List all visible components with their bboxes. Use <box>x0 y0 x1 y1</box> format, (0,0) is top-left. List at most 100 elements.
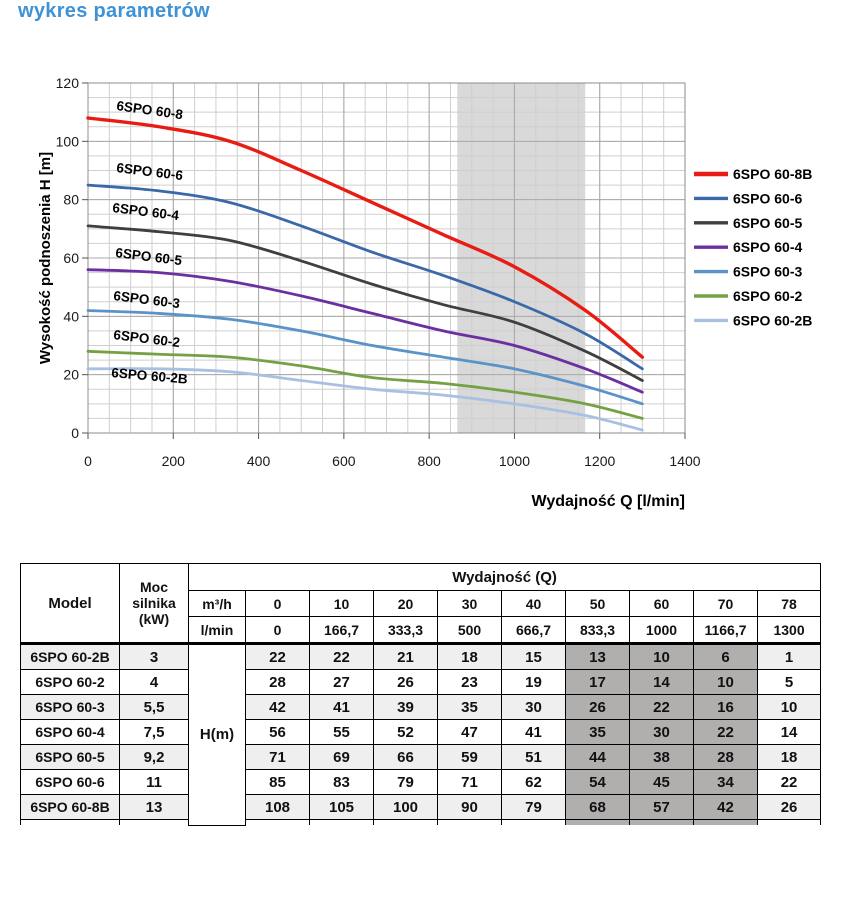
head-value-cell: 47 <box>437 719 502 745</box>
unit-m3h: m³/h <box>188 590 246 617</box>
parameters-table: Model Moc silnika (kW) Wydajność (Q) m³/h 0 1… <box>20 563 822 826</box>
head-value-cell: 105 <box>309 794 374 820</box>
model-cell: 6SPO 60-8B <box>20 794 120 820</box>
flow-m3h-value: 70 <box>693 590 758 617</box>
x-tick-label: 1400 <box>669 453 700 469</box>
head-value-cell: 55 <box>309 719 374 745</box>
curve-6spo-60-2 <box>86 349 644 420</box>
y-tick-label: 40 <box>63 308 79 324</box>
legend-item: 6SPO 60-4 <box>694 239 802 255</box>
y-tick-label: 100 <box>56 133 80 149</box>
flow-lmin-value: 0 <box>245 616 310 645</box>
y-tick-label: 80 <box>63 192 79 208</box>
flow-m3h-value: 50 <box>565 590 630 617</box>
x-tick-label: 400 <box>247 453 271 469</box>
head-value-cell: 22 <box>756 769 822 795</box>
model-cell <box>20 819 120 825</box>
head-value-cell: 18 <box>756 744 822 770</box>
model-cell: 6SPO 60-2B <box>20 643 120 670</box>
head-value-cell: 71 <box>437 769 502 795</box>
flow-m3h-value: 0 <box>245 590 310 617</box>
head-value-cell: 35 <box>565 719 630 745</box>
head-value-cell <box>373 819 438 825</box>
model-cell: 6SPO 60-6 <box>20 769 120 795</box>
head-value-cell: 85 <box>245 769 310 795</box>
head-value-cell: 26 <box>565 694 630 720</box>
head-value-cell: 30 <box>501 694 566 720</box>
legend-item: 6SPO 60-5 <box>694 215 802 231</box>
table-row: 6SPO 60-3 5,5 42 41 39 35 30 26 22 16 10 <box>20 694 822 720</box>
x-axis-title: Wydajność Q [l/min] <box>532 493 686 510</box>
legend-item: 6SPO 60-8B <box>694 166 812 182</box>
head-value-cell: 17 <box>565 669 630 695</box>
x-tick-label: 0 <box>84 453 92 469</box>
curve-6spo-60-8b <box>86 116 645 359</box>
flow-m3h-value: 30 <box>437 590 502 617</box>
head-value-cell: 51 <box>501 744 566 770</box>
table-row-cutoff <box>20 819 822 825</box>
flow-m3h-value: 78 <box>756 590 822 617</box>
head-value-cell: 13 <box>565 643 630 670</box>
table-row: 6SPO 60-2B 3 H(m) 22 22 21 18 15 13 10 6 1 <box>20 643 822 826</box>
model-cell: 6SPO 60-4 <box>20 719 120 745</box>
flow-m3h-value: 60 <box>629 590 694 617</box>
head-value-cell <box>629 819 694 825</box>
curve-6spo-60-4 <box>86 268 644 394</box>
table-row: 6SPO 60-8B 13 108 105 100 90 79 68 57 42 26 <box>20 794 822 820</box>
y-tick-label: 60 <box>63 250 79 266</box>
head-value-cell: 30 <box>629 719 694 745</box>
x-tick-label: 1000 <box>499 453 530 469</box>
unit-lmin: l/min <box>188 616 246 645</box>
curve-6spo-60-5 <box>86 224 644 382</box>
head-value-cell: 22 <box>309 643 374 670</box>
head-value-cell: 52 <box>373 719 438 745</box>
head-value-cell: 14 <box>756 719 822 745</box>
legend-label: 6SPO 60-4 <box>733 239 802 255</box>
head-value-cell: 38 <box>629 744 694 770</box>
model-cell: 6SPO 60-2 <box>20 669 120 695</box>
head-value-cell: 69 <box>309 744 374 770</box>
power-cell: 7,5 <box>119 719 189 745</box>
curve-label: 6SPO 60-3 <box>113 288 182 311</box>
flow-lmin-value: 1166,7 <box>693 616 758 645</box>
model-cell: 6SPO 60-3 <box>20 694 120 720</box>
head-value-cell: 41 <box>501 719 566 745</box>
curve-6spo-60-2b <box>86 367 644 432</box>
legend-label: 6SPO 60-8B <box>733 166 812 182</box>
head-unit-cell: H(m) <box>188 643 246 826</box>
table-row: 6SPO 60-4 7,5 56 55 52 47 41 35 30 22 14 <box>20 719 822 745</box>
legend-label: 6SPO 60-2B <box>733 312 812 328</box>
head-value-cell: 79 <box>501 794 566 820</box>
head-value-cell <box>565 819 630 825</box>
head-value-cell: 100 <box>373 794 438 820</box>
head-value-cell: 34 <box>693 769 758 795</box>
head-value-cell: 10 <box>629 643 694 670</box>
power-cell: 13 <box>119 794 189 820</box>
y-axis-title: Wysokość podnoszenia H [m] <box>37 152 54 364</box>
table-row: 6SPO 60-5 9,2 71 69 66 59 51 44 38 28 18 <box>20 744 822 770</box>
head-value-cell: 6 <box>693 643 758 670</box>
flow-m3h-value: 40 <box>501 590 566 617</box>
pump-performance-chart: 0 200 400 600 800 1000 1200 1400 0 20 40 60 80 100 120… <box>37 75 812 510</box>
y-tick-label: 120 <box>56 75 80 91</box>
y-tick-label: 20 <box>63 367 79 383</box>
head-value-cell: 10 <box>756 694 822 720</box>
head-value-cell: 35 <box>437 694 502 720</box>
x-tick-label: 1200 <box>584 453 615 469</box>
flow-lmin-value: 833,3 <box>565 616 630 645</box>
col-header-model: Model <box>20 563 120 645</box>
curve-label: 6SPO 60-2B <box>111 365 189 387</box>
head-value-cell: 90 <box>437 794 502 820</box>
head-value-cell: 22 <box>693 719 758 745</box>
power-cell: 9,2 <box>119 744 189 770</box>
head-value-cell: 28 <box>693 744 758 770</box>
y-tick-label: 0 <box>71 425 79 441</box>
head-value-cell: 22 <box>629 694 694 720</box>
power-cell: 3 <box>119 643 189 670</box>
curve-label: 6SPO 60-8 <box>116 98 185 122</box>
table-row: 6SPO 60-2 4 28 27 26 23 19 17 14 10 5 <box>20 669 822 695</box>
head-value-cell: 14 <box>629 669 694 695</box>
head-value-cell: 27 <box>309 669 374 695</box>
col-header-flow-group: Wydajność (Q) <box>187 563 822 591</box>
